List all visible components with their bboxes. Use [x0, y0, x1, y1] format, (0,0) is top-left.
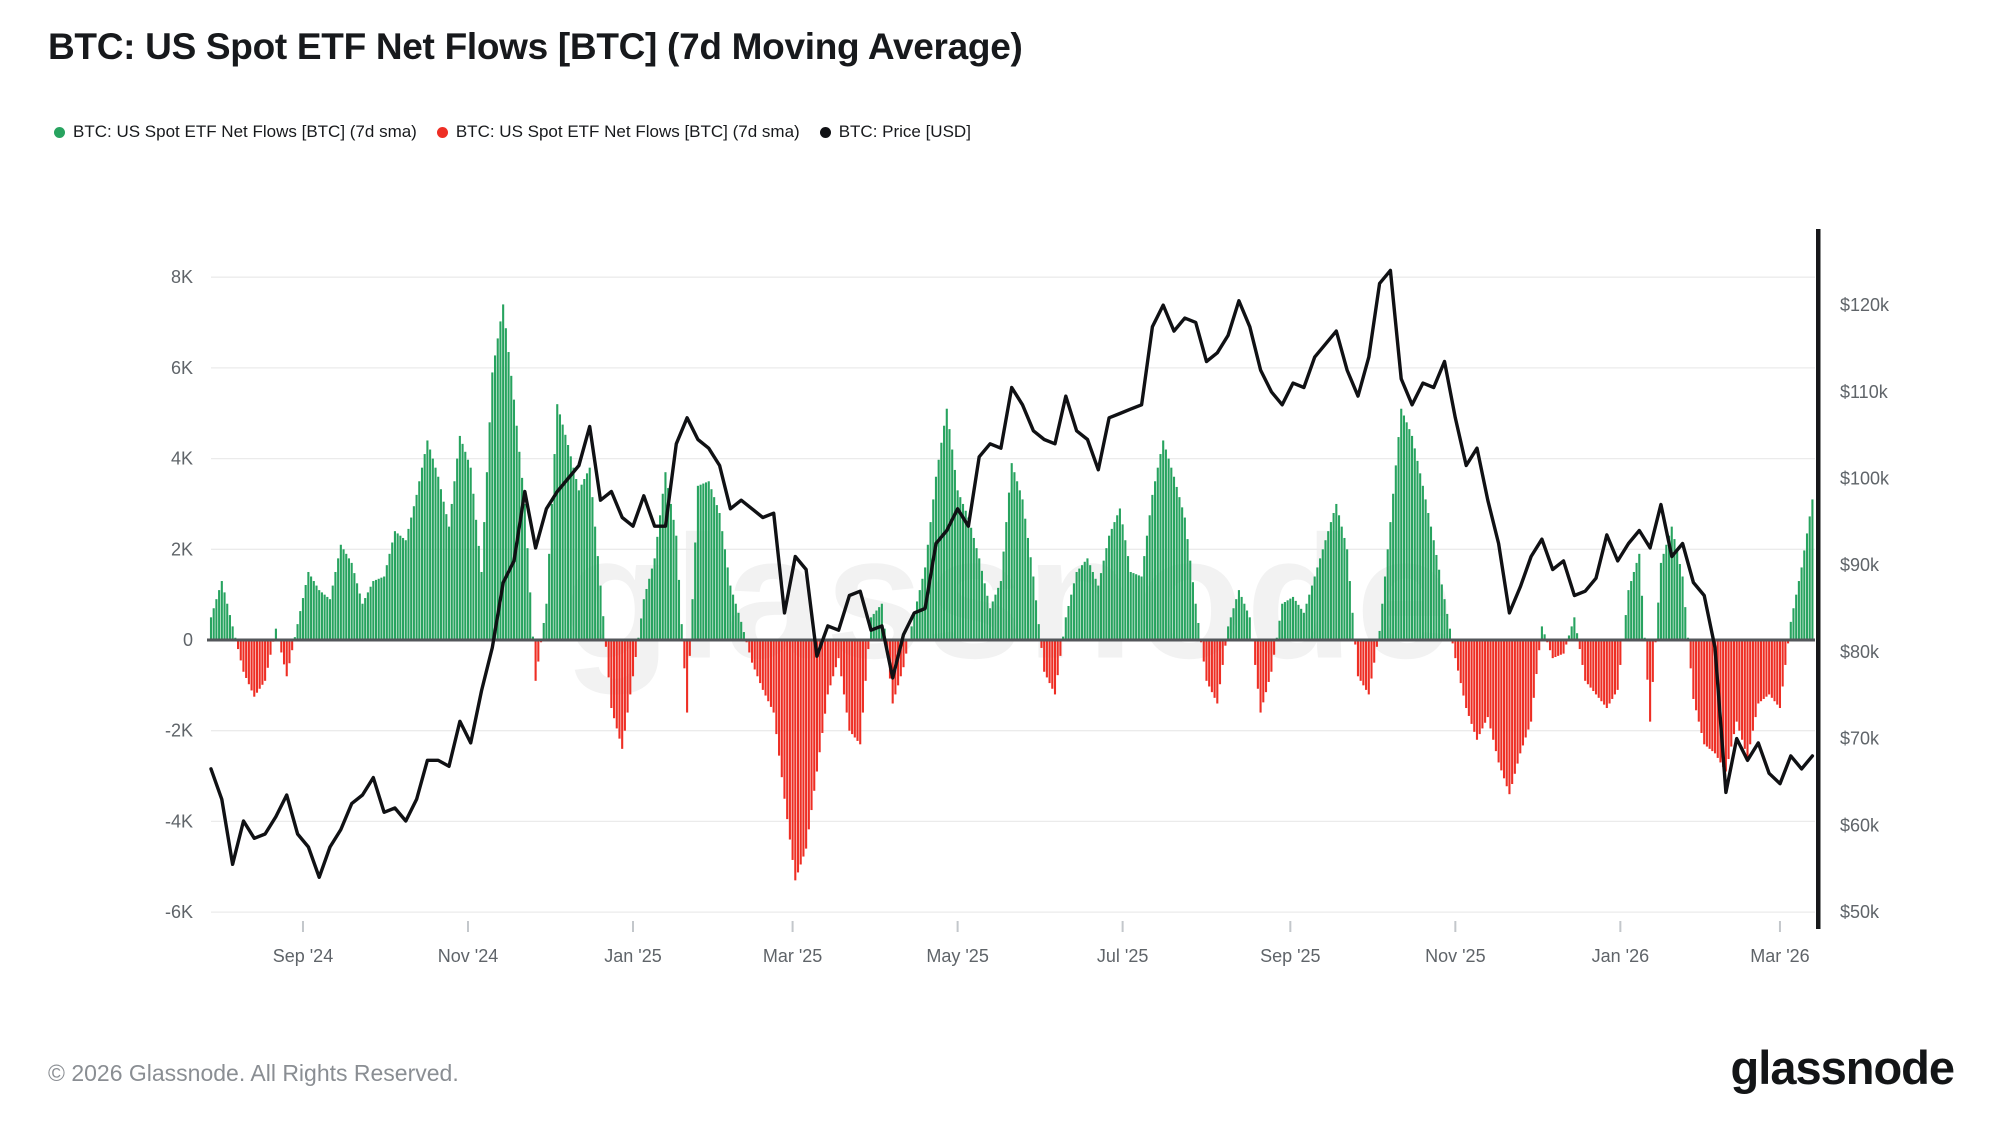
chart-title: BTC: US Spot ETF Net Flows [BTC] (7d Mov… [48, 26, 1023, 67]
legend-item-label: BTC: US Spot ETF Net Flows [BTC] (7d sma… [73, 122, 417, 141]
legend-item-label: BTC: Price [USD] [838, 122, 971, 141]
y-axis-left-label: 4K [171, 449, 193, 469]
y-axis-right-label: $100k [1840, 469, 1890, 489]
x-axis-label: Jan '25 [604, 946, 661, 966]
y-axis-right-label: $110k [1840, 382, 1889, 402]
legend-item-outflows[interactable]: BTC: US Spot ETF Net Flows [BTC] (7d sma… [436, 122, 800, 142]
inflow-series-dot-icon [54, 126, 65, 138]
x-axis-label: Sep '25 [1260, 946, 1321, 966]
y-axis-left-label: 6K [171, 358, 193, 378]
y-axis-right-label: $50k [1840, 902, 1880, 922]
y-axis-right-label: $60k [1840, 815, 1880, 835]
legend-item-price[interactable]: BTC: Price [USD] [819, 122, 971, 142]
y-axis-left-label: -2K [165, 721, 193, 741]
y-axis-right-label: $70k [1840, 729, 1880, 749]
x-axis-label: May '25 [926, 946, 988, 966]
x-axis-labels: Sep '24 Nov '24 Jan '25 Mar '25 May '25 Jul '… [273, 921, 1810, 966]
right-axis-labels: $120k $110k $100k $90k $80k $70k $60k $50k [1840, 295, 1890, 922]
legend: BTC: US Spot ETF Net Flows [BTC] (7d sma… [54, 122, 971, 142]
y-axis-left-label: 0 [183, 630, 193, 650]
y-axis-left-label: -4K [165, 811, 193, 831]
y-axis-left-label: 2K [171, 539, 193, 559]
price-line [209, 268, 1815, 879]
y-axis-right-label: $90k [1840, 555, 1880, 575]
right-axis-spine [1816, 229, 1821, 929]
x-axis-label: Nov '24 [438, 946, 498, 966]
x-axis-label: Jan '26 [1592, 946, 1649, 966]
left-axis-labels: 8K 6K 4K 2K 0 -2K -4K -6K [165, 267, 193, 922]
price-series-dot-icon [819, 126, 831, 138]
x-axis-label: Mar '26 [1750, 946, 1809, 966]
glassnode-logo: glassnode [1730, 1041, 1955, 1094]
x-axis-label: Nov '25 [1425, 946, 1485, 966]
y-axis-left-label: 8K [171, 267, 193, 287]
x-axis-label: Mar '25 [763, 946, 822, 966]
legend-item-inflows[interactable]: BTC: US Spot ETF Net Flows [BTC] (7d sma… [54, 122, 417, 142]
y-axis-right-label: $120k [1840, 295, 1890, 315]
legend-item-label: BTC: US Spot ETF Net Flows [BTC] (7d sma… [455, 122, 800, 141]
y-axis-right-label: $80k [1840, 642, 1880, 662]
outflow-series-dot-icon [436, 126, 448, 138]
flow-bars [209, 304, 1814, 881]
x-axis-label: Sep '24 [273, 946, 334, 966]
copyright-text: © 2026 Glassnode. All Rights Reserved. [48, 1060, 459, 1086]
x-axis-label: Jul '25 [1097, 946, 1148, 966]
y-axis-left-label: -6K [165, 902, 193, 922]
